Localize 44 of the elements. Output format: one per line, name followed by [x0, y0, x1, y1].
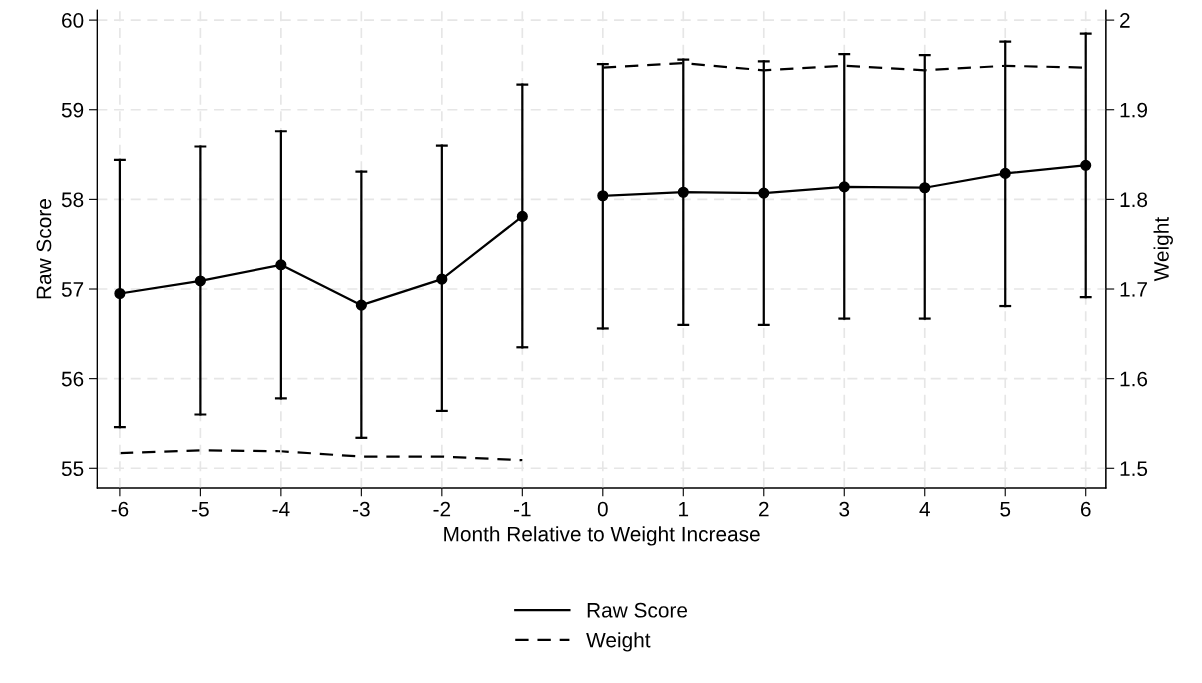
point: [436, 273, 448, 285]
legend-label: Weight: [586, 632, 651, 652]
line-series: [118, 449, 524, 462]
y-tick-label: 60: [62, 13, 84, 28]
y2-tick-label: 1.8: [1120, 192, 1148, 208]
y-tick-label: 56: [61, 371, 84, 387]
x-tick-label: 2: [759, 501, 769, 517]
y-tick-label: 58: [61, 192, 84, 208]
y2-tick-label: 1.9: [1120, 102, 1148, 118]
point: [838, 181, 850, 193]
x-tick-label: 3: [839, 501, 850, 517]
point: [758, 187, 770, 199]
legend-label: Raw Score: [587, 602, 688, 618]
point: [355, 299, 367, 311]
point: [677, 186, 689, 198]
y-tick-label: 57: [61, 282, 84, 297]
point: [597, 190, 609, 202]
y-axis-title: Raw Score: [36, 199, 52, 299]
y2-tick-label: 1.5: [1120, 461, 1148, 477]
x-tick-label: -5: [192, 501, 209, 517]
x-tick-label: 4: [919, 501, 930, 517]
x-tick-label: -2: [433, 501, 451, 517]
point: [516, 210, 528, 222]
point: [114, 287, 126, 300]
y2-axis-title: Weight: [1153, 217, 1173, 282]
x-tick-label: 6: [1080, 501, 1091, 517]
x-tick-label: -6: [111, 501, 129, 517]
point: [999, 167, 1011, 179]
y-tick-label: 55: [61, 461, 84, 477]
point: [275, 259, 287, 271]
x-tick-label: -3: [353, 501, 370, 517]
y-tick-label: 59: [61, 102, 84, 118]
point: [1080, 159, 1092, 171]
y2-tick-label: 1.7: [1120, 282, 1147, 297]
x-tick-label: -1: [513, 501, 531, 517]
x-tick-label: 5: [1000, 501, 1011, 517]
x-tick-label: -4: [272, 501, 290, 517]
x-axis-title: Month Relative to Weight Increase: [444, 526, 760, 546]
y2-tick-label: 2: [1120, 13, 1130, 28]
point: [194, 275, 206, 287]
point: [919, 182, 931, 194]
x-tick-label: 0: [597, 501, 608, 517]
y2-tick-label: 1.6: [1120, 371, 1148, 387]
x-tick-label: 1: [679, 501, 689, 517]
